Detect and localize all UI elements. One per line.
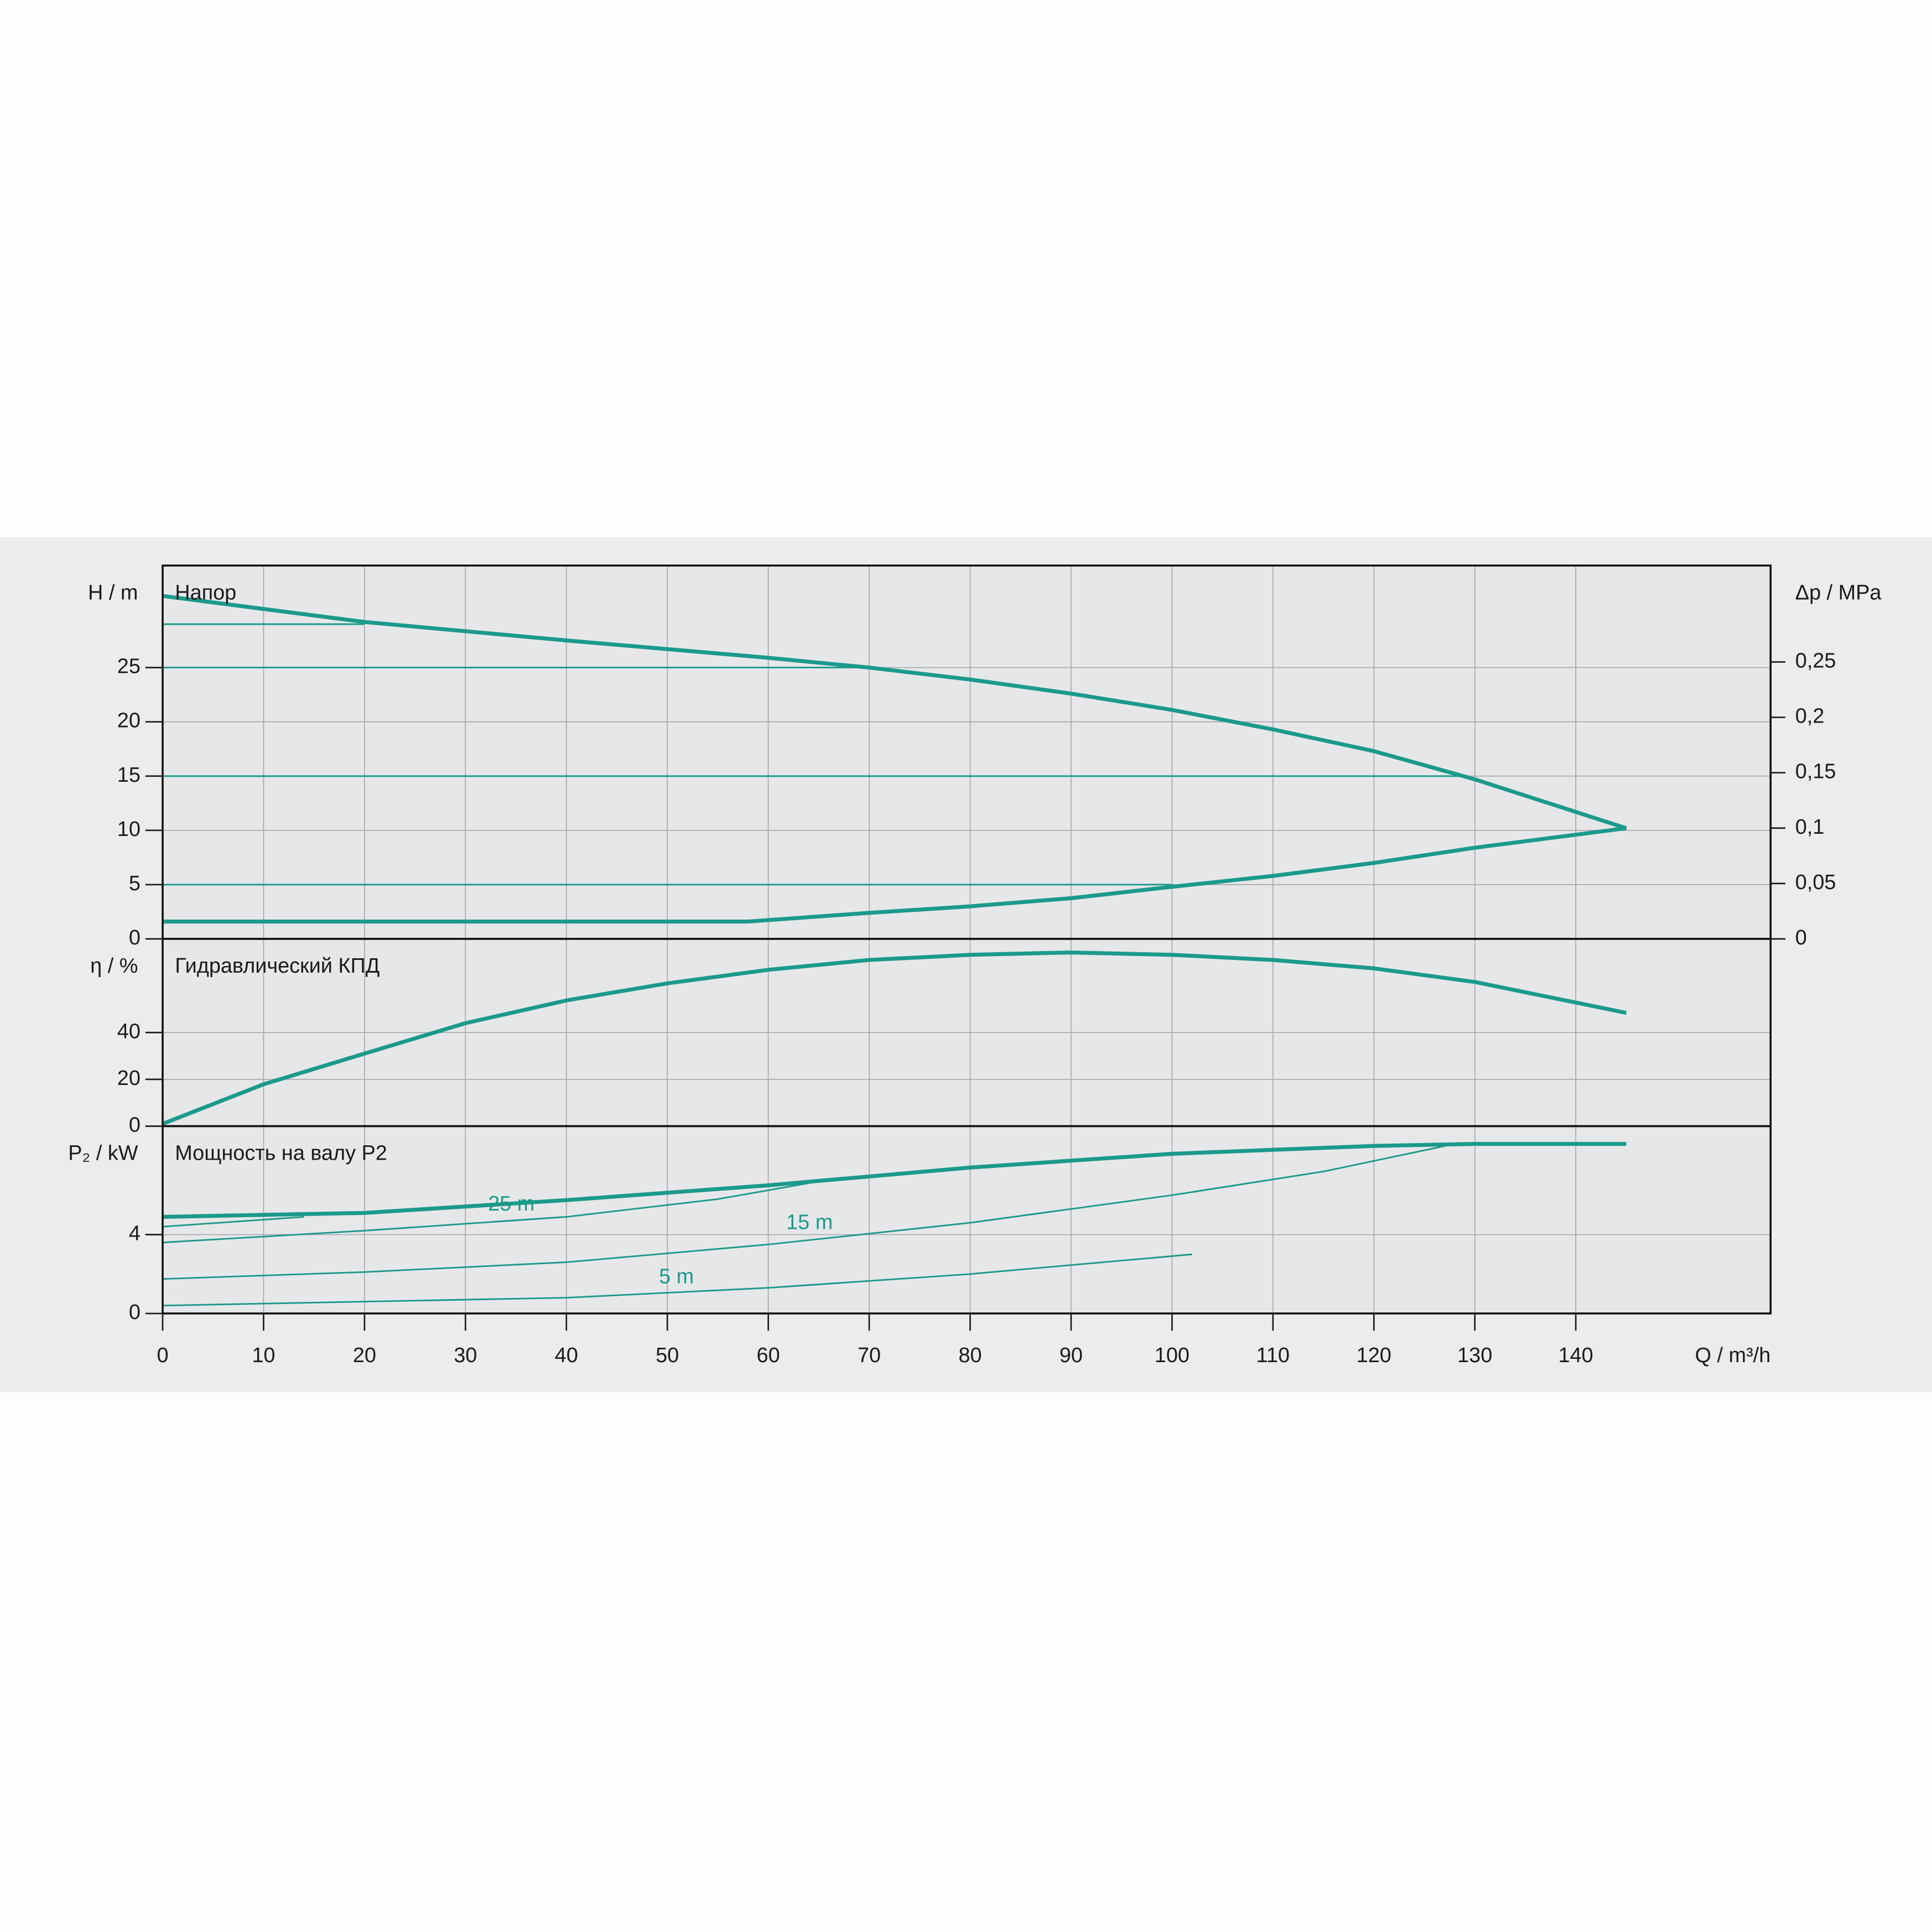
x-tick-label: 100 bbox=[1155, 1344, 1190, 1367]
y-tick-label: 20 bbox=[117, 709, 141, 733]
x-tick-label: 120 bbox=[1357, 1344, 1391, 1367]
y2-tick-label: 0,15 bbox=[1795, 760, 1836, 783]
y2-tick-label: 0,05 bbox=[1795, 871, 1836, 894]
panel-title: Гидравлический КПД bbox=[175, 954, 380, 978]
series-line bbox=[162, 1216, 304, 1228]
y-tick-label: 25 bbox=[117, 655, 141, 678]
x-tick-label: 20 bbox=[353, 1344, 376, 1367]
series-line bbox=[162, 1142, 1627, 1219]
x-tick-label: 50 bbox=[656, 1344, 679, 1367]
curve-label: 15 m bbox=[786, 1211, 833, 1234]
x-tick-label: 0 bbox=[157, 1344, 168, 1367]
x-tick-label: 40 bbox=[555, 1344, 578, 1367]
plot-area bbox=[162, 565, 1771, 939]
y-tick-label: 15 bbox=[117, 764, 141, 787]
x-tick-label: 30 bbox=[454, 1344, 477, 1367]
x-tick-label: 140 bbox=[1559, 1344, 1593, 1367]
y2-tick-label: 0,2 bbox=[1795, 705, 1825, 728]
series-line bbox=[162, 594, 1627, 830]
y2-tick-label: 0,1 bbox=[1795, 816, 1825, 839]
y-tick-label: 0 bbox=[129, 1114, 141, 1137]
curve-label: 25 m bbox=[488, 1192, 534, 1216]
x-tick-label: 110 bbox=[1256, 1344, 1290, 1367]
curve-label: 5 m bbox=[659, 1265, 694, 1288]
y-tick-label: 0 bbox=[129, 1301, 141, 1324]
panel-title: Напор bbox=[175, 581, 236, 604]
y-axis-label: P₂ / kW bbox=[68, 1142, 138, 1165]
y-tick-label: 20 bbox=[117, 1067, 141, 1090]
y-tick-label: 5 bbox=[129, 872, 141, 895]
series-line bbox=[162, 1253, 1192, 1307]
panel-title: Мощность на валу P2 bbox=[175, 1142, 387, 1165]
x-axis-label: Q / m³/h bbox=[1695, 1344, 1771, 1367]
x-tick-label: 60 bbox=[757, 1344, 780, 1367]
y-axis-label: H / m bbox=[88, 581, 138, 604]
x-tick-label: 90 bbox=[1060, 1344, 1083, 1367]
y-tick-label: 0 bbox=[129, 926, 141, 949]
y-tick-label: 4 bbox=[129, 1222, 141, 1245]
series-line bbox=[162, 1143, 1455, 1280]
series-line bbox=[162, 1180, 819, 1244]
series-line bbox=[162, 950, 1627, 1126]
series-line bbox=[162, 826, 1627, 924]
x-tick-label: 130 bbox=[1457, 1344, 1492, 1367]
plot-area bbox=[162, 1126, 1771, 1314]
y2-tick-label: 0 bbox=[1795, 926, 1807, 949]
y2-axis-label: Δp / MPa bbox=[1795, 581, 1882, 604]
y-tick-label: 10 bbox=[117, 818, 141, 841]
panel-frame bbox=[162, 1125, 1772, 1315]
y2-tick-label: 0,25 bbox=[1795, 649, 1836, 672]
x-tick-label: 70 bbox=[858, 1344, 881, 1367]
y-tick-label: 40 bbox=[117, 1020, 141, 1043]
x-tick-label: 80 bbox=[958, 1344, 981, 1367]
x-tick-label: 10 bbox=[252, 1344, 275, 1367]
y-axis-label: η / % bbox=[90, 954, 138, 978]
